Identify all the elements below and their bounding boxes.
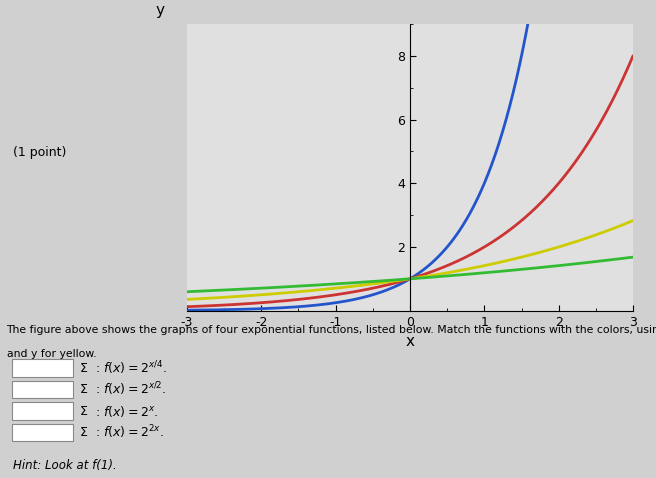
Text: : $f(x) = 2^{2x}$.: : $f(x) = 2^{2x}$. <box>95 424 164 441</box>
Text: $\Sigma$: $\Sigma$ <box>79 426 88 439</box>
Text: $\Sigma$: $\Sigma$ <box>79 361 88 375</box>
Text: : $f(x) = 2^{x}$.: : $f(x) = 2^{x}$. <box>95 403 159 419</box>
Y-axis label: y: y <box>155 3 165 18</box>
Text: : $f(x) = 2^{x/4}$.: : $f(x) = 2^{x/4}$. <box>95 359 167 377</box>
Text: $\Sigma$: $\Sigma$ <box>79 383 88 396</box>
Text: Hint: Look at f(1).: Hint: Look at f(1). <box>13 459 117 472</box>
Text: and y for yellow.: and y for yellow. <box>7 349 96 359</box>
Text: $\Sigma$: $\Sigma$ <box>79 404 88 418</box>
Text: (1 point): (1 point) <box>13 146 66 160</box>
X-axis label: x: x <box>405 334 415 349</box>
Text: : $f(x) = 2^{x/2}$.: : $f(x) = 2^{x/2}$. <box>95 381 167 398</box>
Text: The figure above shows the graphs of four exponential functions, listed below. M: The figure above shows the graphs of fou… <box>7 325 656 335</box>
